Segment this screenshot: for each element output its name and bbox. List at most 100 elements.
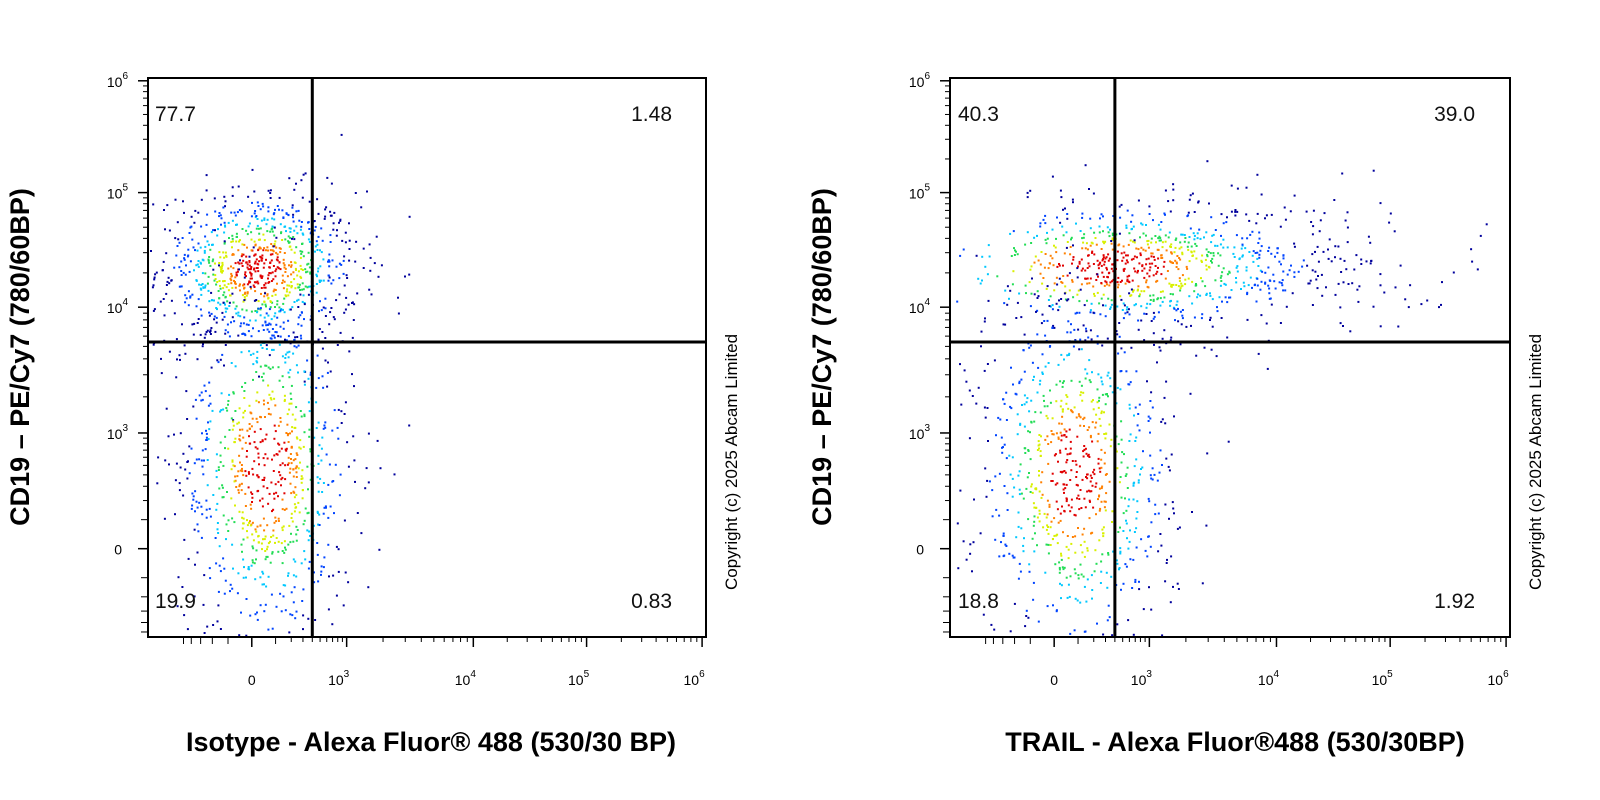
data-point — [261, 583, 264, 586]
data-point — [1284, 289, 1287, 292]
data-point — [1060, 399, 1063, 402]
data-point — [224, 447, 226, 450]
data-point — [1134, 578, 1137, 581]
data-point — [1085, 452, 1088, 455]
data-point — [1116, 305, 1119, 308]
data-point — [299, 250, 302, 253]
data-point — [269, 397, 272, 400]
data-point — [1268, 292, 1271, 295]
data-point — [1214, 244, 1217, 247]
data-point — [243, 296, 246, 299]
data-point — [317, 523, 320, 526]
data-point — [1046, 435, 1049, 438]
data-point — [271, 458, 273, 461]
data-point — [290, 532, 292, 535]
data-point — [308, 266, 311, 269]
data-point — [323, 506, 326, 509]
data-point — [1079, 563, 1082, 566]
data-point — [320, 459, 323, 462]
data-point — [277, 517, 280, 520]
data-point — [1115, 559, 1118, 562]
data-point — [251, 561, 254, 564]
data-point — [287, 433, 289, 435]
data-point — [1068, 352, 1071, 355]
data-point — [260, 416, 262, 419]
data-point — [201, 432, 203, 435]
data-point — [328, 265, 331, 268]
data-point — [1042, 218, 1045, 221]
data-point — [1245, 269, 1248, 272]
data-point — [1092, 399, 1094, 402]
data-point — [1168, 282, 1171, 285]
data-point — [175, 254, 178, 257]
data-point — [1083, 416, 1086, 419]
data-point — [245, 255, 248, 258]
data-point — [293, 251, 296, 254]
data-point — [1047, 267, 1050, 270]
data-point — [1050, 480, 1053, 482]
data-point — [197, 242, 200, 245]
data-point — [1065, 394, 1068, 397]
data-point — [1148, 213, 1151, 215]
data-point — [1251, 286, 1253, 289]
data-point — [246, 530, 248, 533]
data-point — [1029, 458, 1032, 461]
data-point — [255, 299, 258, 301]
data-point — [1101, 259, 1104, 262]
data-point — [1057, 309, 1060, 312]
data-point — [1030, 399, 1033, 402]
data-point — [1009, 289, 1012, 292]
data-point — [1216, 244, 1219, 247]
data-point — [1037, 620, 1040, 623]
data-point — [1119, 552, 1122, 555]
data-point — [207, 243, 210, 246]
data-point — [222, 496, 225, 499]
data-point — [1159, 290, 1162, 293]
data-point — [351, 336, 354, 339]
data-point — [292, 490, 295, 493]
data-point — [1115, 435, 1118, 438]
data-point — [288, 631, 291, 634]
data-point — [1268, 246, 1271, 249]
data-point — [245, 455, 248, 458]
data-point — [1088, 282, 1091, 285]
data-point — [1086, 429, 1089, 431]
data-point — [1002, 532, 1005, 535]
data-point — [258, 232, 261, 235]
data-point — [275, 453, 278, 455]
x-tick-label: 105 — [1372, 669, 1394, 688]
data-point — [242, 538, 245, 541]
data-point — [1199, 237, 1202, 240]
data-point — [242, 517, 245, 520]
data-point — [1032, 581, 1035, 584]
data-point — [200, 288, 203, 291]
data-point — [1151, 252, 1154, 255]
data-point — [253, 562, 256, 565]
data-point — [1147, 239, 1150, 242]
data-point — [197, 318, 200, 320]
data-point — [1098, 262, 1101, 265]
data-point — [301, 232, 304, 235]
data-point — [1008, 297, 1010, 300]
data-point — [1057, 521, 1060, 524]
data-point — [1056, 508, 1059, 511]
data-point — [1064, 447, 1067, 450]
data-point — [1079, 544, 1082, 547]
data-point — [262, 372, 265, 375]
data-point — [295, 406, 298, 409]
data-point — [275, 323, 278, 326]
data-point — [253, 430, 256, 433]
data-point — [248, 435, 250, 438]
data-point — [267, 366, 270, 369]
data-point — [1092, 408, 1095, 411]
data-point — [1063, 434, 1066, 436]
data-point — [222, 301, 225, 304]
data-point — [979, 282, 982, 285]
data-point — [1179, 287, 1182, 290]
data-point — [199, 261, 202, 264]
data-point — [276, 266, 279, 269]
data-point — [1001, 446, 1003, 449]
data-point — [1155, 241, 1157, 244]
data-point — [1029, 491, 1032, 493]
data-point — [1085, 277, 1088, 280]
